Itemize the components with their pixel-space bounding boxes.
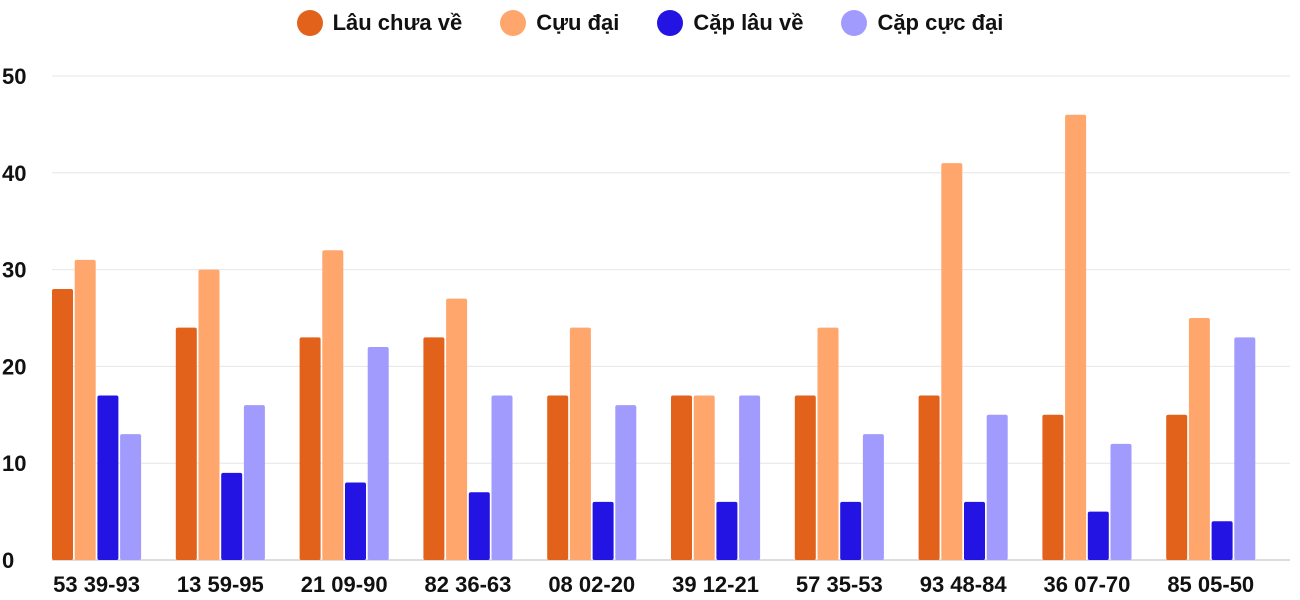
bar-Cặp lâu về (97, 395, 119, 560)
bar-Cặp lâu về (345, 482, 366, 560)
y-tick-label: 20 (2, 354, 26, 379)
bar-Cặp cực đại (120, 434, 142, 560)
bar-Cặp cực đại (243, 405, 265, 560)
bar-Cựu đại (693, 395, 715, 560)
bar-Cặp cực đại (986, 414, 1008, 560)
legend: Lâu chưa về Cựu đại Cặp lâu về Cặp cực đại (0, 10, 1300, 36)
x-tick-label: 82 36-63 (425, 572, 512, 597)
legend-label: Cặp cực đại (877, 10, 1004, 35)
legend-swatch (657, 10, 684, 36)
bar-Cặp lâu về (468, 492, 490, 560)
x-tick-label: 57 35-53 (796, 572, 883, 597)
x-tick-label: 21 09-90 (301, 572, 388, 597)
x-tick-label: 13 59-95 (177, 572, 264, 597)
x-tick-label: 39 12-21 (672, 572, 759, 597)
y-tick-label: 30 (2, 258, 26, 283)
bar-Cựu đại (1065, 114, 1087, 560)
bar-Lâu chưa về (52, 288, 73, 560)
bar-Lâu chưa về (547, 395, 569, 560)
legend-swatch (296, 10, 323, 36)
legend-swatch (841, 10, 868, 36)
bar-Cựu đại (941, 163, 963, 560)
bar-Cựu đại (74, 259, 96, 560)
bar-Lâu chưa về (299, 337, 321, 560)
y-tick-label: 50 (2, 64, 26, 89)
bar-Cựu đại (817, 327, 839, 560)
x-tick-label: 08 02-20 (548, 572, 635, 597)
bar-Cặp lâu về (1087, 511, 1109, 560)
legend-label: Lâu chưa về (332, 10, 463, 35)
bar-Cặp cực đại (1110, 443, 1132, 560)
bar-Cặp cực đại (615, 405, 637, 560)
x-tick-label: 93 48-84 (920, 572, 1008, 597)
bar-Cặp cực đại (739, 395, 761, 560)
bar-Cặp lâu về (592, 501, 614, 560)
bar-Cặp lâu về (964, 501, 985, 560)
bar-Lâu chưa về (794, 395, 816, 560)
x-tick-label: 36 07-70 (1044, 572, 1131, 597)
y-tick-label: 40 (2, 161, 26, 186)
bar-Lâu chưa về (1166, 414, 1188, 560)
x-tick-label: 53 39-93 (53, 572, 140, 597)
bar-Lâu chưa về (1042, 414, 1064, 560)
bar-Lâu chưa về (671, 395, 692, 560)
bar-Cựu đại (569, 327, 591, 560)
legend-item[interactable]: Lâu chưa về (296, 10, 463, 36)
legend-item[interactable]: Cặp cực đại (841, 10, 1003, 36)
bar-Cặp cực đại (367, 347, 389, 560)
y-tick-label: 10 (2, 451, 26, 476)
x-tick-label: 85 05-50 (1167, 572, 1254, 597)
bar-Lâu chưa về (175, 327, 197, 560)
bar-Cặp cực đại (1234, 337, 1256, 560)
bar-Cặp lâu về (840, 501, 862, 560)
legend-item[interactable]: Cựu đại (500, 10, 619, 36)
y-tick-label: 0 (2, 548, 14, 573)
bar-Cặp lâu về (1211, 521, 1233, 560)
bar-Lâu chưa về (423, 337, 445, 560)
bar-Cặp cực đại (491, 395, 513, 560)
bar-Cặp lâu về (716, 501, 738, 560)
bar-Cựu đại (198, 269, 220, 560)
legend-item[interactable]: Cặp lâu về (657, 10, 803, 36)
bar-Cựu đại (446, 298, 468, 560)
bar-Lâu chưa về (918, 395, 940, 560)
bar-Cựu đại (322, 250, 344, 561)
bar-Cặp cực đại (862, 434, 884, 560)
bar-Cựu đại (1188, 318, 1210, 560)
legend-label: Cựu đại (536, 10, 620, 35)
legend-swatch (500, 10, 527, 36)
bar-Cặp lâu về (221, 472, 243, 560)
legend-label: Cặp lâu về (693, 10, 804, 35)
